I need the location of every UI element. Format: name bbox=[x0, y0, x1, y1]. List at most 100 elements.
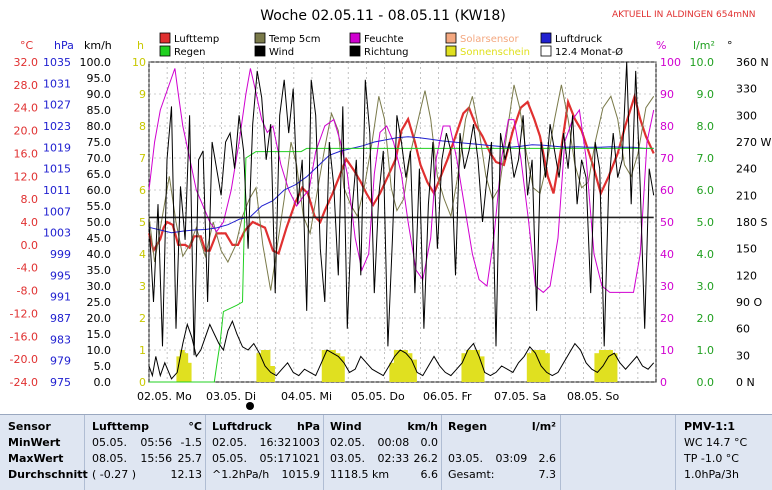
weather-chart: Woche 02.05.11 - 08.05.11 (KW18) AKTUELL… bbox=[10, 8, 771, 410]
left-axes: 32.028.024.020.016.012.08.04.00.0-4.0-8.… bbox=[10, 56, 146, 389]
direction-tick: 180 S bbox=[736, 216, 767, 229]
sunshine-bar bbox=[393, 350, 399, 382]
legend-swatch bbox=[159, 32, 171, 44]
sunshine-bar bbox=[474, 350, 480, 382]
cell-value: 6.6 bbox=[420, 468, 439, 481]
wind-tick: 25.0 bbox=[87, 296, 112, 309]
legend-swatch bbox=[254, 32, 266, 44]
rain-tick: 7.0 bbox=[697, 152, 715, 165]
wind-tick: 55.0 bbox=[87, 200, 112, 213]
sun-tick: 4 bbox=[139, 248, 146, 261]
humidity-tick: 20 bbox=[660, 312, 674, 325]
legend-label: 12.4 Monat-Ø bbox=[555, 46, 623, 58]
table-row: 03.05. 03:09 2.6 bbox=[448, 451, 556, 467]
cell-date: ^1.2hPa/h bbox=[212, 468, 270, 481]
temp-tick: 8.0 bbox=[21, 193, 39, 206]
pressure-tick: 987 bbox=[50, 312, 71, 325]
legend-swatch bbox=[445, 45, 457, 57]
humidity-unit: % bbox=[656, 39, 666, 52]
legend-label: Richtung bbox=[364, 47, 409, 58]
cell-value: 1015.9 bbox=[281, 468, 321, 481]
sunshine-bar bbox=[407, 353, 413, 382]
cell-value: 26.2 bbox=[413, 452, 439, 465]
cell-time: 05:56 bbox=[140, 436, 173, 449]
sunshine-bar bbox=[535, 350, 541, 382]
sun-tick: 5 bbox=[139, 216, 146, 229]
legend-swatch bbox=[254, 45, 266, 57]
col-temp-column: Lufttemp °C 05.05. 05:56 -1.5 08.05. 15:56 25.7… bbox=[92, 419, 202, 490]
cell-time: 03:09 bbox=[495, 452, 528, 465]
sunshine-bar bbox=[398, 350, 404, 382]
wind-tick: 75.0 bbox=[87, 136, 112, 149]
direction-tick: 60 bbox=[736, 323, 750, 336]
cell-value: 0.0 bbox=[420, 436, 439, 449]
axis-units: °C hPa km/h h% l/m² ° bbox=[20, 39, 733, 52]
rain-tick: 8.0 bbox=[697, 120, 715, 133]
sunshine-bar bbox=[321, 350, 327, 382]
x-tick-label: 03.05. Di bbox=[206, 390, 256, 403]
legend-label: Temp 5cm bbox=[268, 34, 320, 45]
temp-tick: -20.0 bbox=[10, 353, 38, 366]
column-header: Luftdruck bbox=[212, 420, 272, 433]
table-row: 02.05. 16:32 1003 bbox=[212, 435, 320, 451]
humidity-tick: 100 bbox=[660, 56, 681, 69]
rain-tick: 4.0 bbox=[697, 248, 715, 261]
direction-tick: 120 bbox=[736, 269, 757, 282]
cell-time: 16:32 bbox=[259, 436, 292, 449]
sunshine-bar bbox=[544, 353, 550, 382]
wind-tick: 60.0 bbox=[87, 184, 112, 197]
cell-time: 02:33 bbox=[377, 452, 410, 465]
pressure-tick: 999 bbox=[50, 248, 71, 261]
sunshine-bar bbox=[183, 353, 189, 382]
cell-value: 1021 bbox=[292, 452, 320, 465]
humidity-tick: 60 bbox=[660, 184, 674, 197]
column-unit: °C bbox=[188, 420, 202, 433]
sun-tick: 1 bbox=[139, 344, 146, 357]
sunshine-bar bbox=[186, 362, 192, 382]
temp-tick: -24.0 bbox=[10, 376, 38, 389]
sunshine-bar bbox=[265, 350, 271, 382]
summary-table: Sensor MinWert MaxWert Durchschnitt Luft… bbox=[0, 414, 772, 490]
rain-tick: 1.0 bbox=[697, 344, 715, 357]
x-tick-label: 05.05. Do bbox=[351, 390, 405, 403]
temp-tick: 0.0 bbox=[21, 239, 39, 252]
wind-tick: 20.0 bbox=[87, 312, 112, 325]
cell-value: 2.6 bbox=[538, 452, 557, 465]
legend-label: Feuchte bbox=[364, 34, 404, 45]
humidity-tick: 50 bbox=[660, 216, 674, 229]
sunshine-bar bbox=[335, 353, 341, 382]
cell-date: 1118.5 km bbox=[330, 468, 390, 481]
pressure-tick: 991 bbox=[50, 291, 71, 304]
sunshine-bar bbox=[326, 350, 332, 382]
row-label-avg: Durchschnitt bbox=[8, 468, 88, 481]
table-row: 1118.5 km 6.6 bbox=[330, 467, 438, 483]
humidity-tick: 30 bbox=[660, 280, 674, 293]
sensor-column: Sensor MinWert MaxWert Durchschnitt bbox=[8, 419, 88, 490]
sunshine-bar bbox=[269, 366, 275, 382]
direction-tick: 330 bbox=[736, 83, 757, 96]
cell-value: 7.3 bbox=[538, 468, 557, 481]
pmv-column: PMV-1:1 WC 14.7 °C TP -1.0 °C 1.0hPa/3h bbox=[684, 419, 770, 490]
sunshine-bar bbox=[598, 350, 604, 382]
cell-value: 1003 bbox=[292, 436, 320, 449]
sunshine-bar bbox=[330, 350, 336, 382]
sun-tick: 0 bbox=[139, 376, 146, 389]
row-label-max: MaxWert bbox=[8, 452, 64, 465]
alert-text: AKTUELL IN ALDINGEN 654mNN bbox=[612, 10, 755, 20]
cell-date: 02.05. bbox=[212, 436, 247, 449]
rain-tick: 0.0 bbox=[697, 376, 715, 389]
series-luftdruck bbox=[148, 136, 654, 234]
x-tick-label: 07.05. Sa bbox=[494, 390, 546, 403]
sunshine-bar bbox=[389, 362, 395, 382]
wind-unit: km/h bbox=[84, 39, 112, 52]
pressure-unit: hPa bbox=[54, 39, 74, 52]
cell-date: 05.05. bbox=[212, 452, 247, 465]
direction-tick: 270 W bbox=[736, 136, 771, 149]
sunshine-bar bbox=[470, 350, 476, 382]
wind-tick: 80.0 bbox=[87, 120, 112, 133]
legend-swatch bbox=[445, 32, 457, 44]
direction-tick: 360 N bbox=[736, 56, 769, 69]
col-wind-column: Wind km/h 02.05. 00:08 0.0 03.05. 02:33 26.2 111… bbox=[330, 419, 438, 490]
pressure-tick: 975 bbox=[50, 376, 71, 389]
legend-label: Lufttemp bbox=[174, 34, 219, 45]
